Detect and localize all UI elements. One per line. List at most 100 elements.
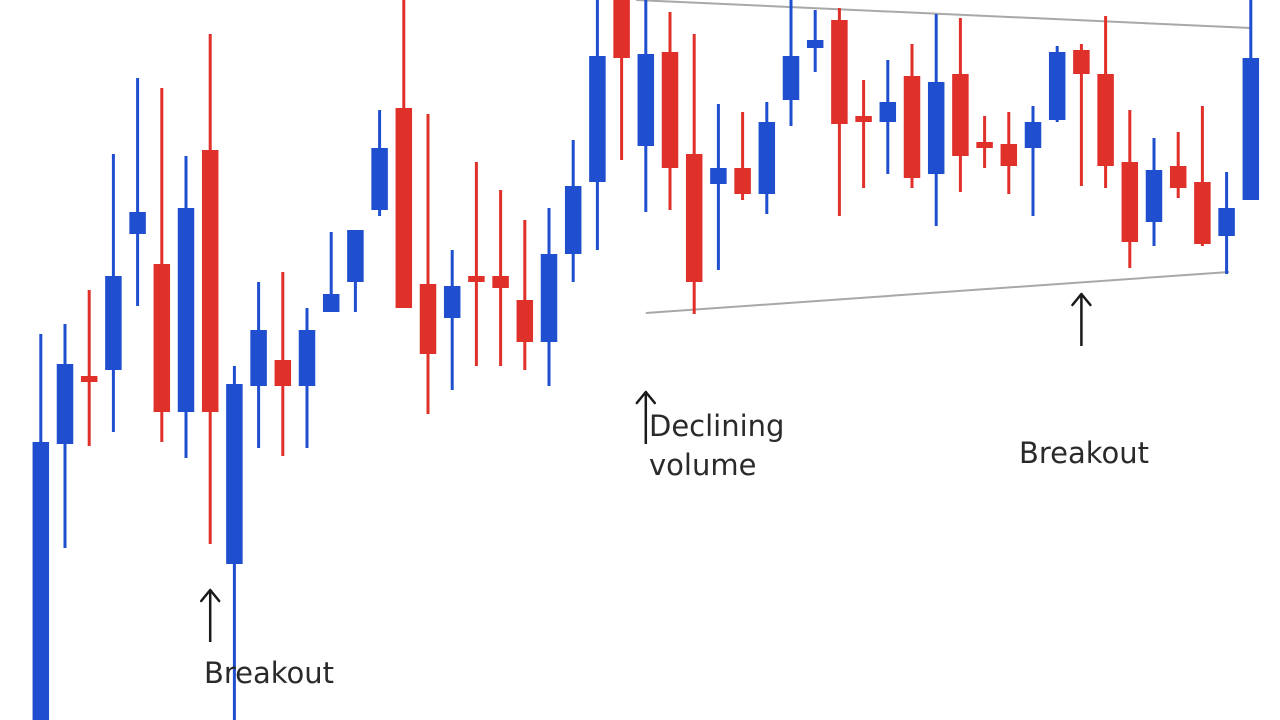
candle-body	[395, 108, 413, 308]
candle	[685, 34, 703, 314]
candle	[1121, 110, 1139, 268]
candle	[564, 140, 582, 282]
candle-body	[589, 56, 606, 182]
candle	[661, 12, 679, 210]
candle	[637, 0, 655, 212]
candle	[322, 232, 340, 312]
annotation-line: volume	[649, 448, 757, 482]
candle	[80, 290, 98, 446]
candle-body	[226, 384, 243, 564]
candle	[758, 102, 776, 214]
candle-body	[540, 254, 558, 342]
candle-body	[903, 76, 921, 178]
candles	[32, 0, 1260, 720]
candle-body	[1000, 144, 1018, 166]
annotation-breakout-left: Breakout	[204, 654, 334, 693]
candle-body	[927, 82, 945, 174]
candle-body	[685, 154, 703, 282]
candle-body	[710, 168, 727, 184]
candle	[1024, 106, 1042, 216]
candle	[201, 34, 219, 544]
candle	[927, 14, 945, 226]
candle	[226, 366, 243, 720]
candle-body	[322, 294, 340, 312]
candle-body	[758, 122, 776, 194]
candle-body	[80, 376, 98, 382]
annotation-line: Breakout	[1019, 436, 1150, 470]
candle-body	[976, 142, 993, 148]
candle	[710, 104, 727, 270]
candle-body	[347, 230, 364, 282]
candle	[1194, 106, 1211, 246]
candle	[952, 18, 969, 192]
candle-body	[855, 116, 872, 122]
candle	[1048, 46, 1066, 122]
candle	[32, 334, 50, 720]
candle-body	[371, 148, 388, 210]
candle-body	[32, 442, 50, 720]
candle	[274, 272, 292, 456]
candle-body	[129, 212, 146, 234]
candle-body	[56, 364, 74, 444]
annotation-breakout-right: Breakout	[1019, 434, 1149, 473]
candle-body	[613, 0, 630, 58]
candle-body	[564, 186, 582, 254]
candle	[831, 8, 848, 216]
candle	[1218, 172, 1235, 274]
candle	[1000, 112, 1018, 194]
candle-body	[734, 168, 751, 194]
candle	[177, 156, 195, 458]
candle	[298, 308, 316, 448]
arrow-head	[635, 390, 657, 405]
candle-body	[879, 102, 897, 122]
candle	[105, 154, 122, 432]
candle-body	[637, 54, 655, 146]
candle	[903, 44, 921, 188]
candle-body	[419, 284, 437, 354]
candle	[782, 0, 800, 126]
annotation-arrow	[635, 390, 657, 444]
candle	[347, 230, 364, 312]
candle	[250, 282, 267, 448]
candle	[153, 88, 171, 442]
annotation-arrow	[1071, 292, 1092, 346]
candle	[1169, 132, 1187, 198]
candle-body	[661, 52, 679, 168]
candle	[516, 220, 534, 370]
candle-body	[1121, 162, 1139, 242]
candle	[976, 116, 993, 168]
candle-body	[492, 276, 509, 288]
candle-body	[516, 300, 534, 342]
candle	[613, 0, 630, 160]
candle	[443, 250, 461, 390]
candle-body	[250, 330, 267, 386]
trendline	[645, 271, 1230, 314]
candle	[56, 324, 74, 548]
candle-body	[177, 208, 195, 412]
candle	[806, 10, 824, 72]
candle	[395, 0, 413, 308]
candle-body	[1218, 208, 1235, 236]
candle	[129, 78, 146, 306]
candle-body	[1145, 170, 1163, 222]
candle-body	[1169, 166, 1187, 188]
candle	[371, 110, 388, 216]
candle	[492, 190, 509, 366]
candle	[879, 60, 897, 174]
candle-body	[1073, 50, 1090, 74]
candle-body	[1242, 58, 1260, 200]
annotation-declining-volume: Declining volume	[649, 407, 784, 485]
candle	[1145, 138, 1163, 246]
candle	[589, 0, 606, 250]
candle	[855, 80, 872, 188]
candle-body	[806, 40, 824, 48]
candle-body	[782, 56, 800, 100]
trendlines	[636, 0, 1251, 314]
arrow-head	[199, 588, 221, 603]
arrow-head	[1071, 292, 1092, 307]
candle	[734, 112, 751, 200]
candle	[419, 114, 437, 414]
candle	[1073, 44, 1090, 186]
candle-body	[274, 360, 292, 386]
